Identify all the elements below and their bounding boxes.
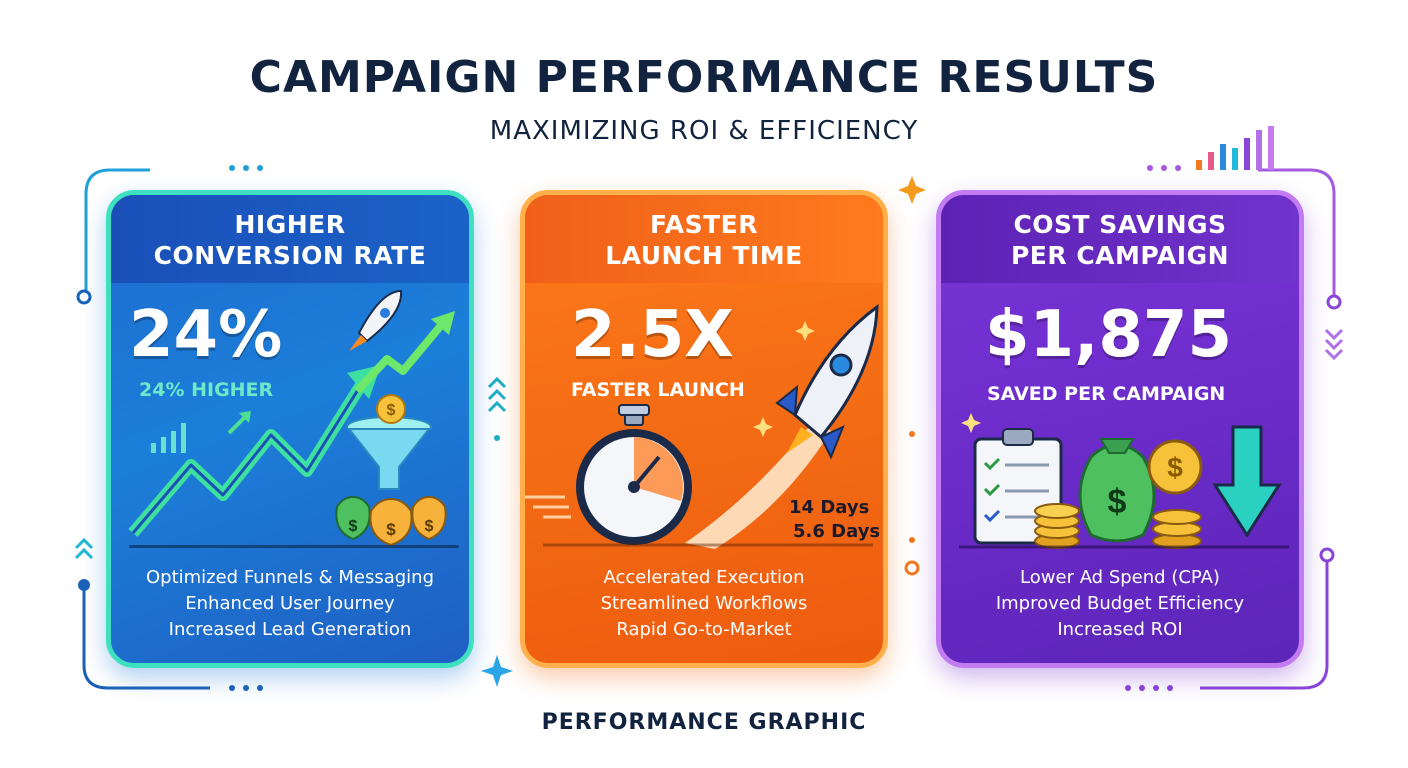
launch-time-card: FASTER LAUNCH TIME 2.	[520, 190, 888, 668]
conversion-benefits: Optimized Funnels & Messaging Enhanced U…	[111, 565, 469, 643]
conversion-rate-caption: 24% HIGHER	[139, 379, 274, 401]
growth-illustration: $ $ $ $	[128, 289, 455, 547]
svg-text:$: $	[387, 402, 396, 419]
benefit-item: Accelerated Execution	[603, 567, 805, 588]
card-title: HIGHER CONVERSION RATE	[111, 209, 469, 271]
card-header	[111, 195, 469, 283]
rocket-icon	[349, 289, 403, 351]
page-subtitle: MAXIMIZING ROI & EFFICIENCY	[489, 116, 919, 146]
card-title: COST SAVINGS PER CAMPAIGN	[941, 209, 1299, 271]
card-header	[525, 195, 883, 283]
launch-caption: FASTER LAUNCH	[571, 379, 745, 401]
divider	[129, 545, 459, 548]
svg-text:$: $	[386, 520, 396, 539]
coin-stack-icon	[1034, 503, 1080, 549]
down-arrow-icon	[1212, 425, 1282, 538]
card-title-line-1: COST SAVINGS	[1013, 210, 1227, 239]
svg-text:$: $	[1108, 483, 1127, 521]
card-title-line-2: PER CAMPAIGN	[1010, 241, 1230, 270]
benefit-item: Rapid Go-to-Market	[616, 619, 792, 640]
conversion-rate-card: HIGHER CONVERSION RATE $	[106, 190, 474, 668]
launch-illustration	[525, 303, 879, 549]
stopwatch-icon	[576, 404, 692, 545]
days-after: 5.6 Days	[793, 521, 881, 542]
card-title: FASTER LAUNCH TIME	[525, 209, 883, 271]
growth-arrow-icon	[128, 381, 367, 537]
money-bag-icon: $	[1078, 438, 1156, 543]
funnel-icon: $	[346, 394, 432, 490]
benefit-item: Increased ROI	[1057, 619, 1183, 640]
card-title-line-2: LAUNCH TIME	[605, 241, 803, 270]
coin-stack-icon: $	[1147, 439, 1203, 549]
rocket-icon	[775, 303, 879, 460]
svg-text:$: $	[349, 518, 358, 535]
benefit-item: Lower Ad Spend (CPA)	[1020, 567, 1220, 588]
footer-label: PERFORMANCE GRAPHIC	[541, 710, 867, 735]
benefit-item: Streamlined Workflows	[600, 593, 808, 614]
money-bag-icon: $ $ $	[335, 495, 447, 547]
savings-illustration: $ $	[959, 413, 1289, 549]
card-title-line-2: CONVERSION RATE	[153, 241, 427, 270]
page-title: CAMPAIGN PERFORMANCE RESULTS	[249, 52, 1159, 103]
card-title-line-1: FASTER	[650, 210, 758, 239]
card-title-line-1: HIGHER	[234, 210, 346, 239]
cost-savings-card: COST SAVINGS PER CAMPAIGN $	[936, 190, 1304, 668]
card-header	[941, 195, 1299, 283]
launch-benefits: Accelerated Execution Streamlined Workfl…	[525, 565, 883, 643]
svg-text:$: $	[425, 518, 434, 535]
savings-benefits: Lower Ad Spend (CPA) Improved Budget Eff…	[941, 565, 1299, 643]
conversion-rate-value: 24%	[129, 298, 283, 372]
benefit-item: Increased Lead Generation	[168, 619, 412, 640]
svg-text:$: $	[1167, 452, 1183, 483]
savings-caption: SAVED PER CAMPAIGN	[987, 383, 1226, 405]
benefit-item: Improved Budget Efficiency	[995, 593, 1245, 614]
benefit-item: Enhanced User Journey	[185, 593, 395, 614]
benefit-item: Optimized Funnels & Messaging	[145, 567, 435, 588]
days-before: 14 Days	[789, 497, 870, 518]
launch-multiplier-value: 2.5X	[571, 298, 734, 372]
savings-value: $1,875	[985, 298, 1232, 372]
